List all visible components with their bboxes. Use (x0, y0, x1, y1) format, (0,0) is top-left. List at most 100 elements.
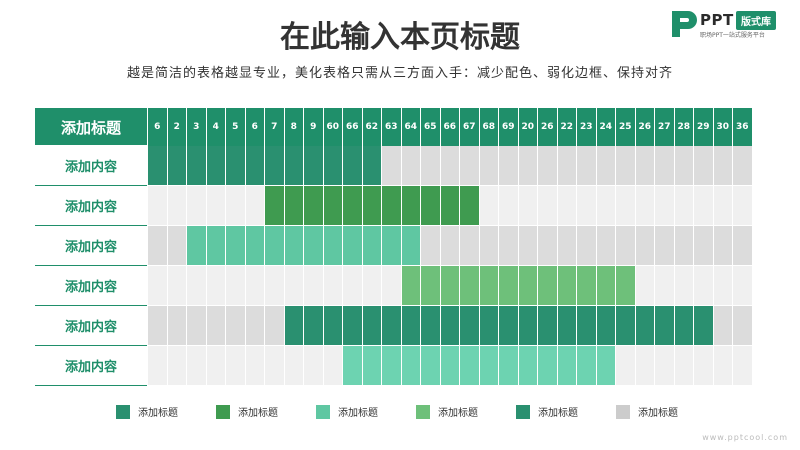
column-header: 2 (166, 108, 186, 146)
gantt-bar-cell (615, 266, 635, 306)
gantt-bar-cell (478, 306, 498, 346)
gantt-bar-cell (615, 306, 635, 346)
logo-tagline: 职场PPT一站式服务平台 (700, 32, 765, 39)
gantt-empty-cell (361, 266, 381, 306)
legend-item: 添加标题 (116, 404, 216, 419)
gantt-empty-cell (732, 226, 752, 266)
gantt-bar-cell (381, 346, 401, 386)
gantt-bar-cell (556, 306, 576, 346)
gantt-bar-cell (556, 266, 576, 306)
gantt-bar-cell (283, 186, 303, 226)
gantt-empty-cell (244, 346, 264, 386)
gantt-empty-cell (732, 266, 752, 306)
legend-label: 添加标题 (438, 408, 478, 419)
watermark: www.pptcool.com (702, 433, 788, 442)
gantt-bar-cell (459, 266, 479, 306)
gantt-empty-cell (712, 306, 732, 346)
gantt-empty-cell (673, 266, 693, 306)
gantt-bar-cell (264, 226, 284, 266)
column-header: 36 (732, 108, 752, 146)
gantt-empty-cell (595, 226, 615, 266)
table-corner-header: 添加标题 (35, 108, 147, 146)
gantt-empty-cell (732, 346, 752, 386)
gantt-empty-cell (166, 266, 186, 306)
gantt-bar-cell (381, 186, 401, 226)
gantt-bar-cell (420, 346, 440, 386)
gantt-empty-cell (712, 186, 732, 226)
column-header: 29 (693, 108, 713, 146)
gantt-empty-cell (634, 186, 654, 226)
gantt-bar-cell (595, 266, 615, 306)
legend-label: 添加标题 (538, 408, 578, 419)
gantt-empty-cell (478, 226, 498, 266)
gantt-bar-cell (166, 146, 186, 186)
column-header: 6 (147, 108, 167, 146)
gantt-empty-cell (673, 346, 693, 386)
gantt-empty-cell (634, 346, 654, 386)
gantt-empty-cell (615, 346, 635, 386)
legend-swatch (516, 404, 530, 419)
gantt-bar-cell (439, 266, 459, 306)
gantt-bar-cell (361, 306, 381, 346)
logo-text: PPT (700, 11, 734, 29)
gantt-empty-cell (147, 186, 167, 226)
gantt-empty-cell (615, 226, 635, 266)
gantt-empty-cell (205, 346, 225, 386)
row-label: 添加内容 (35, 306, 147, 346)
gantt-empty-cell (537, 186, 557, 226)
gantt-bar-cell (381, 306, 401, 346)
logo-badge: 版式库 (736, 11, 776, 30)
gantt-empty-cell (673, 226, 693, 266)
gantt-bar-cell (537, 266, 557, 306)
column-header: 26 (634, 108, 654, 146)
gantt-bar-cell (361, 146, 381, 186)
gantt-bar-cell (420, 186, 440, 226)
legend-swatch (316, 404, 330, 419)
gantt-empty-cell (381, 146, 401, 186)
gantt-bar-cell (303, 306, 323, 346)
gantt-empty-cell (673, 146, 693, 186)
gantt-bar-cell (654, 306, 674, 346)
gantt-bar-cell (595, 346, 615, 386)
gantt-empty-cell (186, 186, 206, 226)
gantt-empty-cell (420, 226, 440, 266)
gantt-bar-cell (186, 146, 206, 186)
gantt-bar-cell (439, 306, 459, 346)
gantt-empty-cell (205, 186, 225, 226)
column-header: 65 (420, 108, 440, 146)
gantt-empty-cell (166, 306, 186, 346)
row-label: 添加内容 (35, 186, 147, 226)
gantt-empty-cell (225, 346, 245, 386)
gantt-empty-cell (634, 226, 654, 266)
gantt-bar-cell (303, 226, 323, 266)
gantt-bar-cell (283, 226, 303, 266)
gantt-bar-cell (283, 306, 303, 346)
gantt-bar-cell (517, 346, 537, 386)
gantt-empty-cell (556, 186, 576, 226)
gantt-empty-cell (595, 186, 615, 226)
gantt-bar-cell (420, 306, 440, 346)
page-subtitle: 越是简洁的表格越显专业，美化表格只需从三方面入手：减少配色、弱化边框、保持对齐 (126, 66, 673, 81)
gantt-bar-cell (361, 186, 381, 226)
gantt-empty-cell (478, 146, 498, 186)
gantt-empty-cell (459, 226, 479, 266)
gantt-empty-cell (400, 146, 420, 186)
gantt-bar-cell (342, 146, 362, 186)
gantt-bar-cell (342, 346, 362, 386)
gantt-bar-cell (303, 146, 323, 186)
gantt-empty-cell (186, 266, 206, 306)
gantt-empty-cell (615, 186, 635, 226)
gantt-empty-cell (732, 146, 752, 186)
gantt-bar-cell (342, 306, 362, 346)
gantt-empty-cell (693, 266, 713, 306)
gantt-empty-cell (615, 146, 635, 186)
gantt-empty-cell (654, 266, 674, 306)
gantt-empty-cell (381, 266, 401, 306)
gantt-empty-cell (264, 306, 284, 346)
gantt-bar-cell (498, 306, 518, 346)
column-header: 3 (186, 108, 206, 146)
column-header: 63 (381, 108, 401, 146)
legend-swatch (616, 404, 630, 419)
column-header: 9 (303, 108, 323, 146)
gantt-empty-cell (439, 146, 459, 186)
